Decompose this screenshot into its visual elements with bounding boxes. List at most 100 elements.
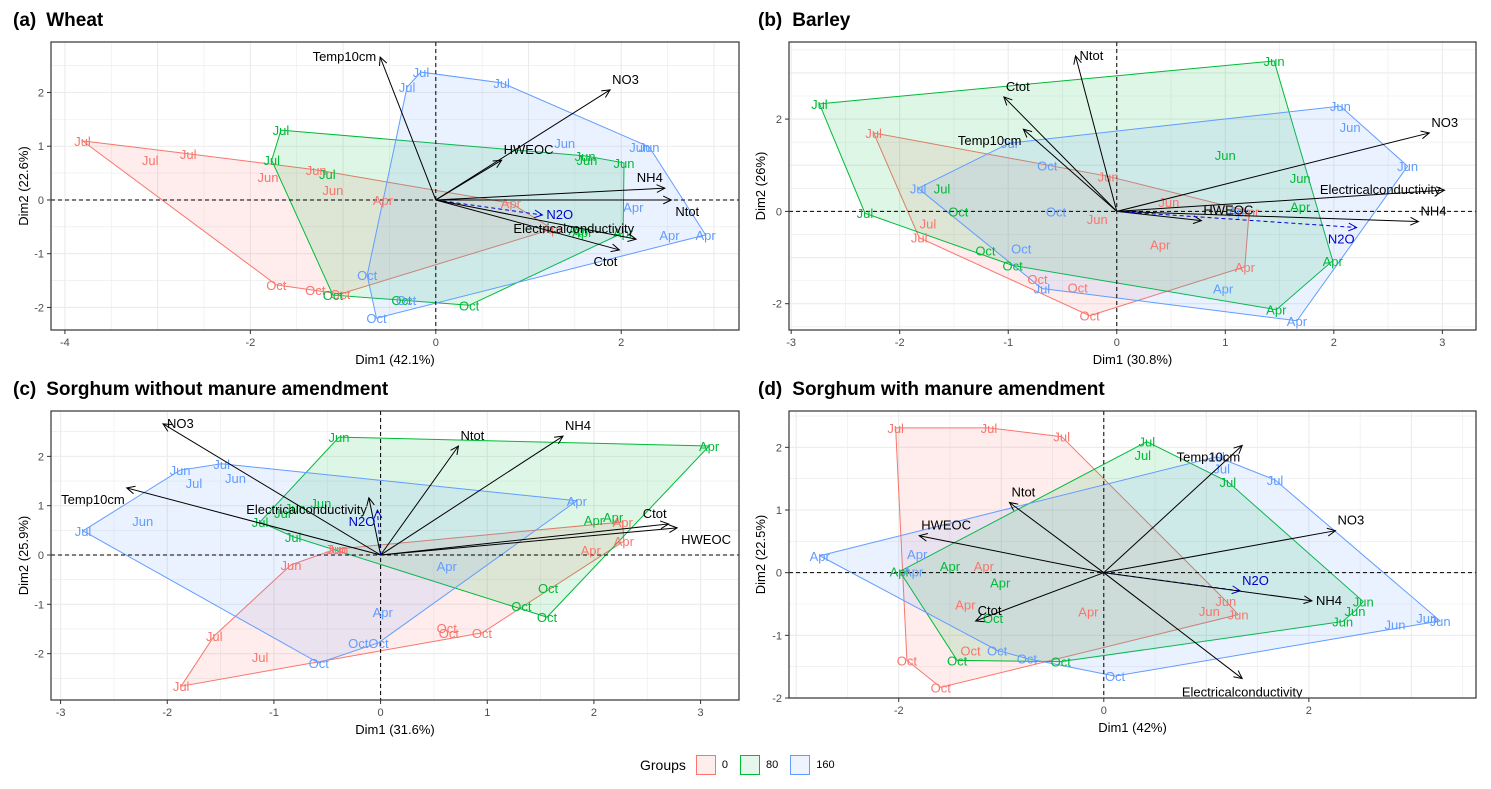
arrow-shaft [1116, 189, 1445, 212]
variable-arrow-ntot: Ntot [1008, 484, 1105, 574]
y-tick-label: 1 [38, 141, 44, 153]
point-label-group-0: Jun [1228, 608, 1249, 623]
y-tick-label: -2 [34, 302, 44, 314]
variable-arrow-electricalconductivity: Electricalconductivity [1103, 572, 1303, 698]
point-label-group-160: Oct [348, 636, 369, 651]
hull-group-160 [917, 105, 1409, 322]
point-label-group-160: Jul [1034, 281, 1051, 296]
point-label-group-80: Apr [940, 559, 961, 574]
point-label-group-80: Oct [1002, 258, 1023, 273]
point-label-group-80: Oct [947, 653, 968, 668]
variable-arrow-no3: NO3 [1116, 115, 1458, 212]
x-tick-label: 0 [378, 707, 384, 719]
point-label-group-80: Oct [459, 298, 480, 313]
arrow-head [1022, 128, 1033, 138]
arrow-head [627, 233, 638, 242]
x-tick-label: -2 [245, 337, 255, 349]
point-label-group-160: Jul [1001, 136, 1018, 151]
point-label-group-160: Apr [696, 228, 717, 243]
point-label-group-0: Jul [74, 134, 91, 149]
point-label-group-160: Apr [1213, 281, 1234, 296]
variable-label: Ntot [1080, 48, 1104, 63]
panel-sorghum-without-manure: (c) Sorghum without manure amendment Jun Ju… [0, 378, 745, 738]
x-axis-label: Dim1 (31.6%) [355, 722, 434, 737]
variable-label: N2O [349, 514, 376, 529]
point-label-group-80: Oct [975, 244, 996, 259]
arrow-head [125, 485, 136, 495]
x-tick-label: 1 [1222, 337, 1228, 349]
point-label-group-80: Oct [323, 288, 344, 303]
y-tick-label: -2 [772, 299, 782, 311]
y-axis-label: Dim2 (25.9%) [16, 516, 31, 595]
point-label-group-0: Apr [581, 543, 602, 558]
hull-group-80 [899, 441, 1364, 663]
arrow-shaft [1116, 210, 1357, 229]
point-label-group-80: Apr [699, 439, 720, 454]
point-label-group-80: Jun [1290, 171, 1311, 186]
point-label-group-80: Jul [857, 206, 874, 221]
variable-label: N2O [546, 207, 573, 222]
variable-label: HWEOC [681, 532, 731, 547]
variable-arrow-hweoc: HWEOC [380, 524, 731, 556]
variable-arrow-electricalconductivity: Electricalconductivity [246, 496, 382, 556]
point-label-group-160: Apr [437, 559, 458, 574]
point-label-group-160: Jul [186, 476, 203, 491]
point-label-group-160: Apr [373, 605, 394, 620]
point-label-group-0: Jun [306, 163, 327, 178]
variable-label: Ctot [643, 506, 667, 521]
legend-label-80: 80 [766, 759, 779, 771]
arrow-shaft [126, 487, 381, 556]
point-label-group-160: Oct [1017, 652, 1038, 667]
variable-label: Electricalconductivity [513, 221, 634, 236]
point-label-group-80: Jul [1139, 435, 1156, 450]
variable-label: Ntot [1011, 484, 1035, 499]
variable-label: Ctot [594, 254, 618, 269]
point-label-group-160: Oct [1105, 669, 1126, 684]
variable-label: NH4 [637, 170, 663, 185]
y-tick-label: 1 [38, 501, 44, 513]
x-tick-label: 2 [1306, 705, 1312, 717]
panel-title: (a) Wheat [13, 10, 104, 31]
arrow-head [162, 423, 173, 432]
panel-wheat: (a) Wheat Jul Jul Jul Jun Jun Jun Apr Apr Apr Oct Oc… [0, 0, 745, 378]
arrow-shaft [380, 527, 678, 556]
y-tick-label: 1 [776, 505, 782, 517]
point-label-group-80: Jun [1215, 148, 1236, 163]
point-label-group-0: Oct [437, 621, 458, 636]
variable-label: HWEOC [921, 518, 971, 533]
point-label-group-160: Jun [1340, 120, 1361, 135]
legend-key-80 [740, 755, 761, 775]
variable-arrow-ctot: Ctot [974, 572, 1104, 623]
point-label-group-160: Jul [413, 65, 430, 80]
x-tick-label: -2 [162, 707, 172, 719]
variable-arrow-nh4: NH4 [380, 418, 591, 556]
arrow-head [1303, 595, 1314, 605]
variable-arrow-electricalconductivity: Electricalconductivity [1116, 182, 1446, 212]
point-label-group-0: Oct [439, 626, 460, 641]
variable-arrow-temp10cm: Temp10cm [313, 49, 437, 201]
variable-label: Ctot [978, 603, 1002, 618]
x-tick-label: 3 [1439, 337, 1445, 349]
point-label-group-0: Jun [1215, 594, 1236, 609]
variable-label: Temp10cm [313, 49, 377, 64]
point-label-group-80: Jul [273, 123, 290, 138]
point-label-group-160: Jun [1330, 99, 1351, 114]
point-label-group-160: Jul [1213, 462, 1230, 477]
x-tick-label: 0 [433, 337, 439, 349]
variable-arrow-ctot: Ctot [435, 199, 621, 269]
variable-label: Temp10cm [1177, 449, 1241, 464]
point-label-group-160: Oct [987, 643, 1008, 658]
plot-area: JulJunJunJunAprAprAprJulJulOctOctOctJulJ… [789, 42, 1476, 330]
arrow-head [610, 243, 621, 253]
variable-label: N2O [1328, 232, 1355, 247]
arrow-head [668, 524, 679, 533]
arrow-head [1233, 670, 1244, 680]
point-label-group-80: Jun [1345, 604, 1366, 619]
point-label-group-0: Apr [1150, 238, 1171, 253]
y-tick-label: 2 [38, 451, 44, 463]
point-label-group-0: Apr [974, 559, 995, 574]
arrow-shaft [162, 423, 381, 556]
arrow-head [656, 184, 666, 193]
arrow-shaft [435, 199, 620, 251]
